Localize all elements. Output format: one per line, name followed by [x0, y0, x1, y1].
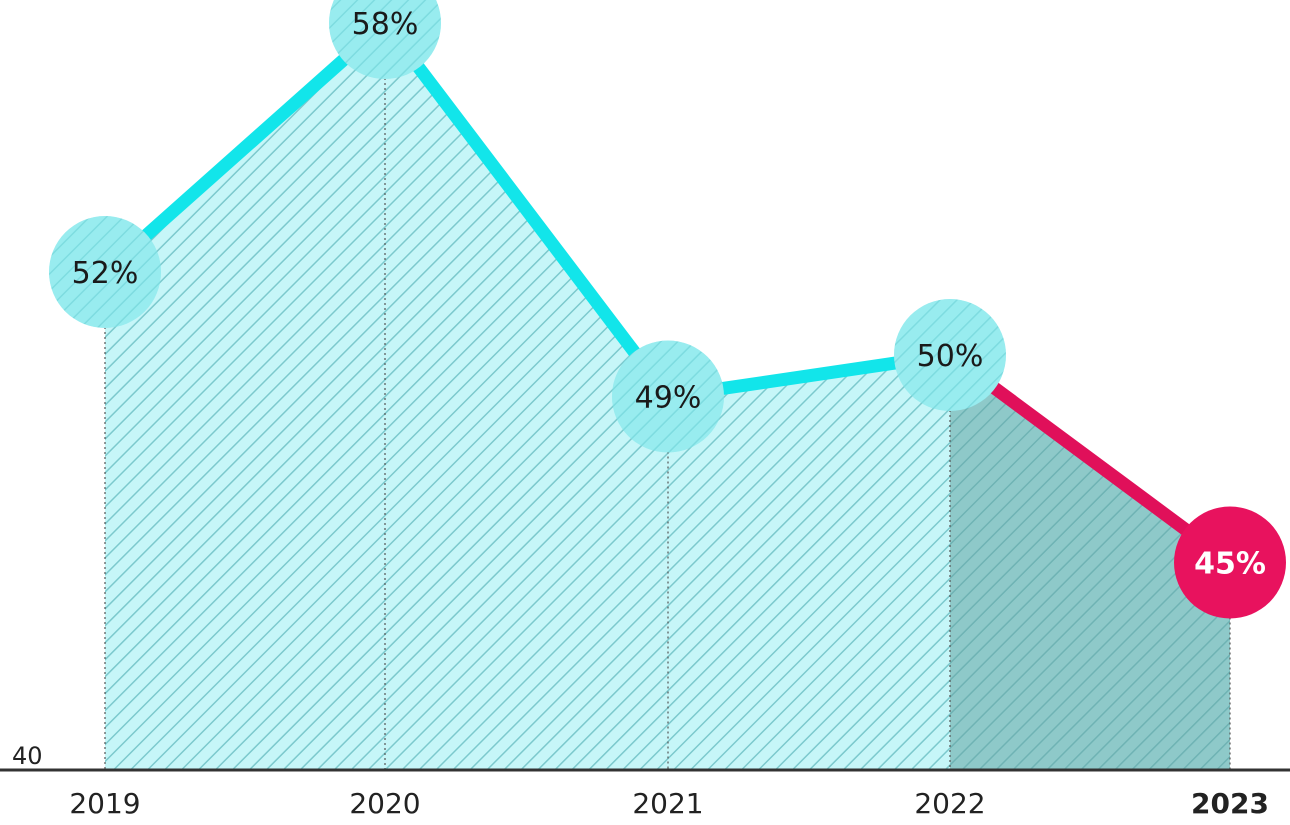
marker-texture-2022 [894, 299, 1006, 411]
marker-texture-2020 [329, 0, 441, 79]
baseline-label: 40 [12, 742, 43, 770]
x-tick-label-2021: 2021 [632, 787, 703, 820]
line-segment-2020-2021 [378, 16, 675, 403]
data-point-2020: 58% [329, 0, 441, 79]
data-label-2019: 52% [72, 256, 139, 291]
line-segment-2022-2023 [943, 348, 1237, 569]
x-tick-label-2022: 2022 [914, 787, 985, 820]
x-tick-label-2023: 2023 [1191, 787, 1269, 820]
marker-texture-2021 [612, 340, 724, 453]
x-axis: 40 [0, 742, 1290, 772]
area-fill [105, 23, 950, 770]
area-layer [105, 23, 1230, 770]
marker-texture-2019 [49, 216, 161, 328]
data-point-2022: 50% [894, 299, 1006, 411]
data-point-2021: 49% [612, 340, 724, 453]
data-point-2023: 45% [1174, 506, 1286, 619]
guide-layer [104, 23, 1231, 770]
data-label-2023: 45% [1194, 547, 1266, 582]
x-tick-label-2020: 2020 [349, 787, 420, 820]
x-tick-label-2019: 2019 [69, 787, 140, 820]
marker-layer: 52% 58% 49% 50% 45% [49, 0, 1286, 619]
data-point-2019: 52% [49, 216, 161, 328]
data-label-2022: 50% [917, 339, 984, 374]
marker-2023 [1174, 506, 1286, 619]
data-label-2020: 58% [352, 7, 419, 42]
line-segment-2019-2020 [98, 16, 392, 279]
data-label-2021: 49% [635, 381, 702, 416]
area-fill-highlight [950, 355, 1230, 770]
x-tick-labels: 2019 2020 2021 2022 2023 [69, 787, 1269, 820]
